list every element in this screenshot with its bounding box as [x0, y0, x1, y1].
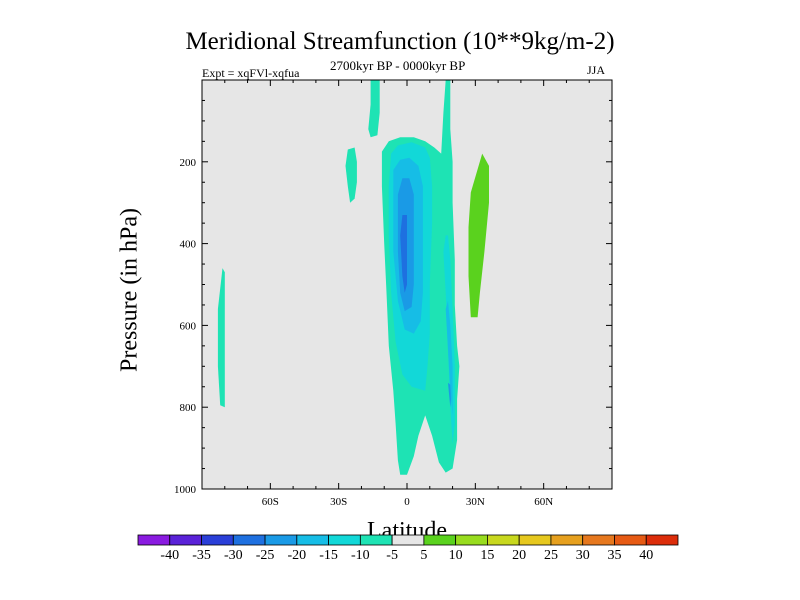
contour-regions: [217, 80, 489, 475]
y-tick-label: 600: [180, 320, 197, 332]
contour-region: [400, 215, 407, 293]
colorbar-label: -25: [256, 548, 275, 563]
colorbar-swatch: [582, 534, 615, 546]
x-tick-label: 60S: [262, 496, 279, 508]
colorbar-swatch: [169, 534, 202, 546]
colorbar-label: 5: [420, 548, 427, 563]
contour-region: [217, 268, 225, 408]
time-range-label: 2700kyr BP - 0000kyr BP: [330, 58, 466, 73]
y-tick-label: 200: [180, 157, 197, 169]
colorbar-swatch: [614, 534, 647, 546]
colorbar-swatch: [232, 534, 266, 546]
chart-title: Meridional Streamfunction (10**9kg/m-2): [185, 28, 615, 55]
y-tick-label: 1000: [174, 484, 197, 496]
colorbar-label: 15: [480, 548, 494, 563]
colorbar: -40 -35 -30 -25 -20 -15 -10 -5 5 10 15 20 25 30 35 40: [137, 534, 679, 563]
colorbar-label: 40: [639, 548, 653, 563]
y-tick-label: 400: [180, 239, 197, 251]
colorbar-swatch: [201, 534, 234, 546]
colorbar-label: -15: [319, 548, 338, 563]
colorbar-swatch: [518, 534, 552, 546]
colorbar-label: -35: [192, 548, 211, 563]
colorbar-label: 25: [544, 548, 558, 563]
contour-region: [448, 382, 451, 408]
colorbar-label: -5: [386, 548, 398, 563]
colorbar-swatch: [645, 534, 679, 546]
colorbar-swatch: [391, 534, 425, 546]
x-tick-label: 60N: [534, 496, 553, 508]
colorbar-swatch: [550, 534, 584, 546]
colorbar-label: -30: [224, 548, 243, 563]
colorbar-label: 30: [576, 548, 590, 563]
colorbar-swatch: [137, 534, 171, 546]
colorbar-label: 10: [449, 548, 463, 563]
colorbar-swatch: [264, 534, 298, 546]
experiment-label: Expt = xqFVl-xqfua: [202, 66, 300, 80]
colorbar-swatch: [423, 534, 457, 546]
axis-ticks: 60S 30S 0 30N 60N 200 400 600 800 1000: [174, 80, 612, 508]
contour-region: [345, 147, 357, 203]
colorbar-swatch: [328, 534, 361, 546]
colorbar-label: -20: [287, 548, 306, 563]
colorbar-label: -10: [351, 548, 370, 563]
colorbar-label: -40: [160, 548, 179, 563]
x-tick-label: 30S: [330, 496, 347, 508]
y-tick-label: 800: [180, 402, 197, 414]
colorbar-swatch: [487, 534, 520, 546]
colorbar-swatch: [455, 534, 488, 546]
contour-region: [468, 153, 489, 318]
contour-region: [445, 300, 453, 416]
colorbar-swatch: [296, 534, 329, 546]
season-label: JJA: [587, 63, 606, 77]
x-tick-label: 30N: [466, 496, 485, 508]
x-tick-label: 0: [404, 496, 410, 508]
colorbar-swatch: [359, 534, 393, 546]
contour-region: [368, 80, 380, 138]
colorbar-label: 20: [512, 548, 526, 563]
colorbar-label: 35: [607, 548, 621, 563]
